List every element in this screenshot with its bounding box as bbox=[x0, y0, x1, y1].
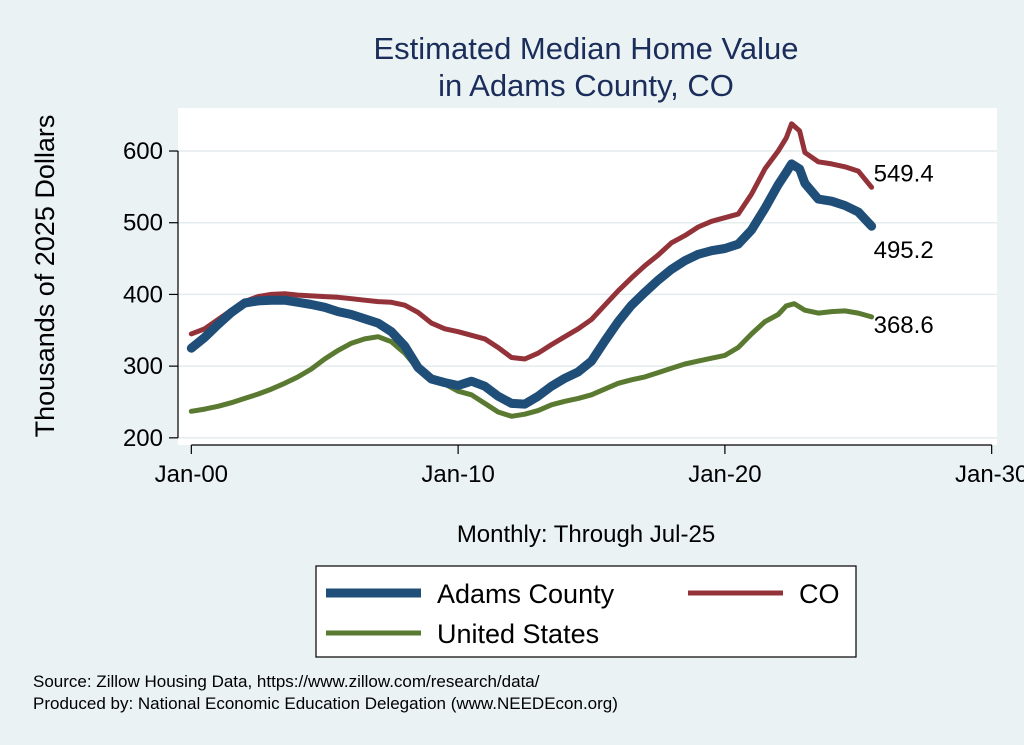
y-axis-label: Thousands of 2025 Dollars bbox=[30, 115, 60, 438]
legend: Adams County CO United States bbox=[315, 565, 857, 658]
series-line-co bbox=[188, 121, 875, 362]
plot-area bbox=[178, 108, 997, 445]
x-tick-label-jan-10: Jan-10 bbox=[421, 461, 494, 488]
source-note: Source: Zillow Housing Data, https://www… bbox=[33, 672, 540, 691]
legend-label-adams-county: Adams County bbox=[437, 579, 615, 609]
legend-box bbox=[315, 565, 857, 658]
legend-label-united-states: United States bbox=[437, 619, 599, 649]
axes: 200 300 400 500 600 Jan-00 Jan-10 Jan-20 Jan-30 bbox=[123, 138, 1024, 488]
x-axis-label: Monthly: Through Jul-25 bbox=[457, 521, 715, 548]
x-tick-label-jan-30: Jan-30 bbox=[955, 461, 1024, 488]
series-line-adams-county bbox=[186, 159, 877, 409]
series-line-united-states bbox=[188, 301, 875, 419]
produced-by-note: Produced by: National Economic Education… bbox=[33, 694, 618, 713]
chart-title-line-2: in Adams County, CO bbox=[438, 68, 734, 103]
x-tick-label-jan-00: Jan-00 bbox=[155, 461, 228, 488]
y-tick-label-400: 400 bbox=[123, 281, 163, 308]
x-tick-label-jan-20: Jan-20 bbox=[688, 461, 761, 488]
y-tick-label-500: 500 bbox=[123, 210, 163, 237]
y-tick-label-600: 600 bbox=[123, 138, 163, 165]
legend-label-co: CO bbox=[799, 579, 840, 609]
end-label-co: 549.4 bbox=[874, 160, 934, 187]
chart-title-line-1: Estimated Median Home Value bbox=[373, 31, 798, 66]
end-labels: 549.4 368.6 495.2 bbox=[874, 160, 934, 339]
series-layer bbox=[186, 121, 877, 419]
y-tick-label-300: 300 bbox=[123, 353, 163, 380]
end-label-adams-county: 495.2 bbox=[874, 237, 934, 264]
y-tick-label-200: 200 bbox=[123, 425, 163, 452]
end-label-united-states: 368.6 bbox=[874, 312, 934, 339]
